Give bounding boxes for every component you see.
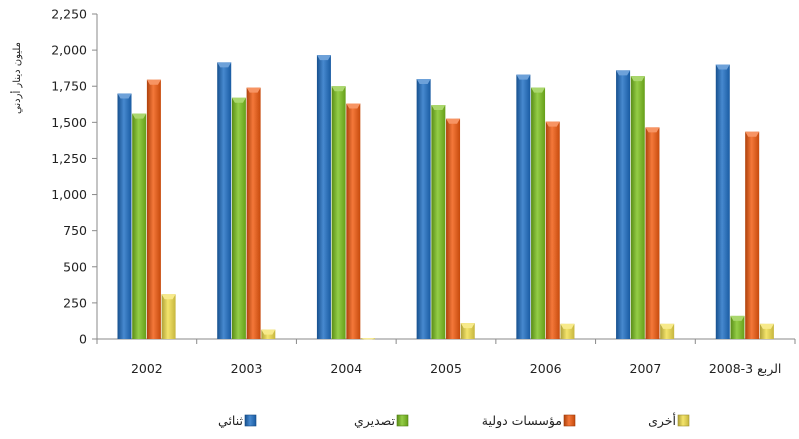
legend-swatch [563,414,576,427]
y-axis-ticks: 0 250 500 750 1,000 1,250 1,500 1,750 2,000 2,250 [51,7,97,347]
legend-label: تصديري [354,413,396,429]
bar [531,87,546,340]
legend-swatch [677,414,690,427]
chart-legend: ثنائي تصديري مؤسسات دولية أخرى [218,412,690,429]
bar [146,79,161,339]
bar [416,79,431,339]
bar [217,62,232,340]
y-tick-label: 0 [79,332,87,347]
bar [730,315,745,339]
bar [446,118,461,339]
bar [745,131,760,339]
y-tick-label: 1,000 [51,187,87,202]
bar [616,70,631,339]
bar [361,338,376,340]
x-tick-label: 2005 [430,361,462,376]
bar [316,55,331,340]
bar [715,64,730,340]
bar [231,97,246,340]
bar [331,86,346,339]
legend-swatch [244,414,257,427]
bar [460,323,475,339]
y-tick-label: 1,250 [51,151,87,166]
x-tick-label: الربع 3-2008 [709,361,782,377]
chart-bars [117,55,774,340]
y-tick-label: 250 [63,295,87,310]
x-axis-ticks: 2002 2003 2004 2005 2006 2007 الربع 3-2008 [96,339,796,377]
x-tick-label: 2004 [330,361,362,376]
bar [346,103,361,339]
bar [545,121,560,339]
bar [516,74,531,340]
legend-label: أخرى [648,412,676,429]
chart-axes [96,14,795,340]
bar [660,323,675,339]
x-tick-label: 2007 [630,361,662,376]
y-tick-label: 2,250 [51,7,87,22]
y-axis-label: مليون دينار أردني [10,42,23,114]
bar [132,113,147,340]
legend-swatch [396,414,409,427]
bar [645,127,660,339]
legend-label: مؤسسات دولية [482,413,562,429]
y-tick-label: 750 [63,223,87,238]
bar [161,294,176,339]
bar [759,323,774,339]
bar [261,329,276,339]
bar [431,105,446,339]
x-tick-label: 2002 [131,361,163,376]
bar [246,87,261,340]
y-tick-label: 2,000 [51,43,87,58]
y-tick-label: 1,750 [51,79,87,94]
x-tick-label: 2003 [231,361,263,376]
y-tick-label: 500 [63,259,87,274]
x-tick-label: 2006 [530,361,562,376]
bar [117,93,132,339]
legend-label: ثنائي [218,413,243,428]
bar [630,76,645,339]
bar [560,323,575,339]
y-tick-label: 1,500 [51,115,87,130]
